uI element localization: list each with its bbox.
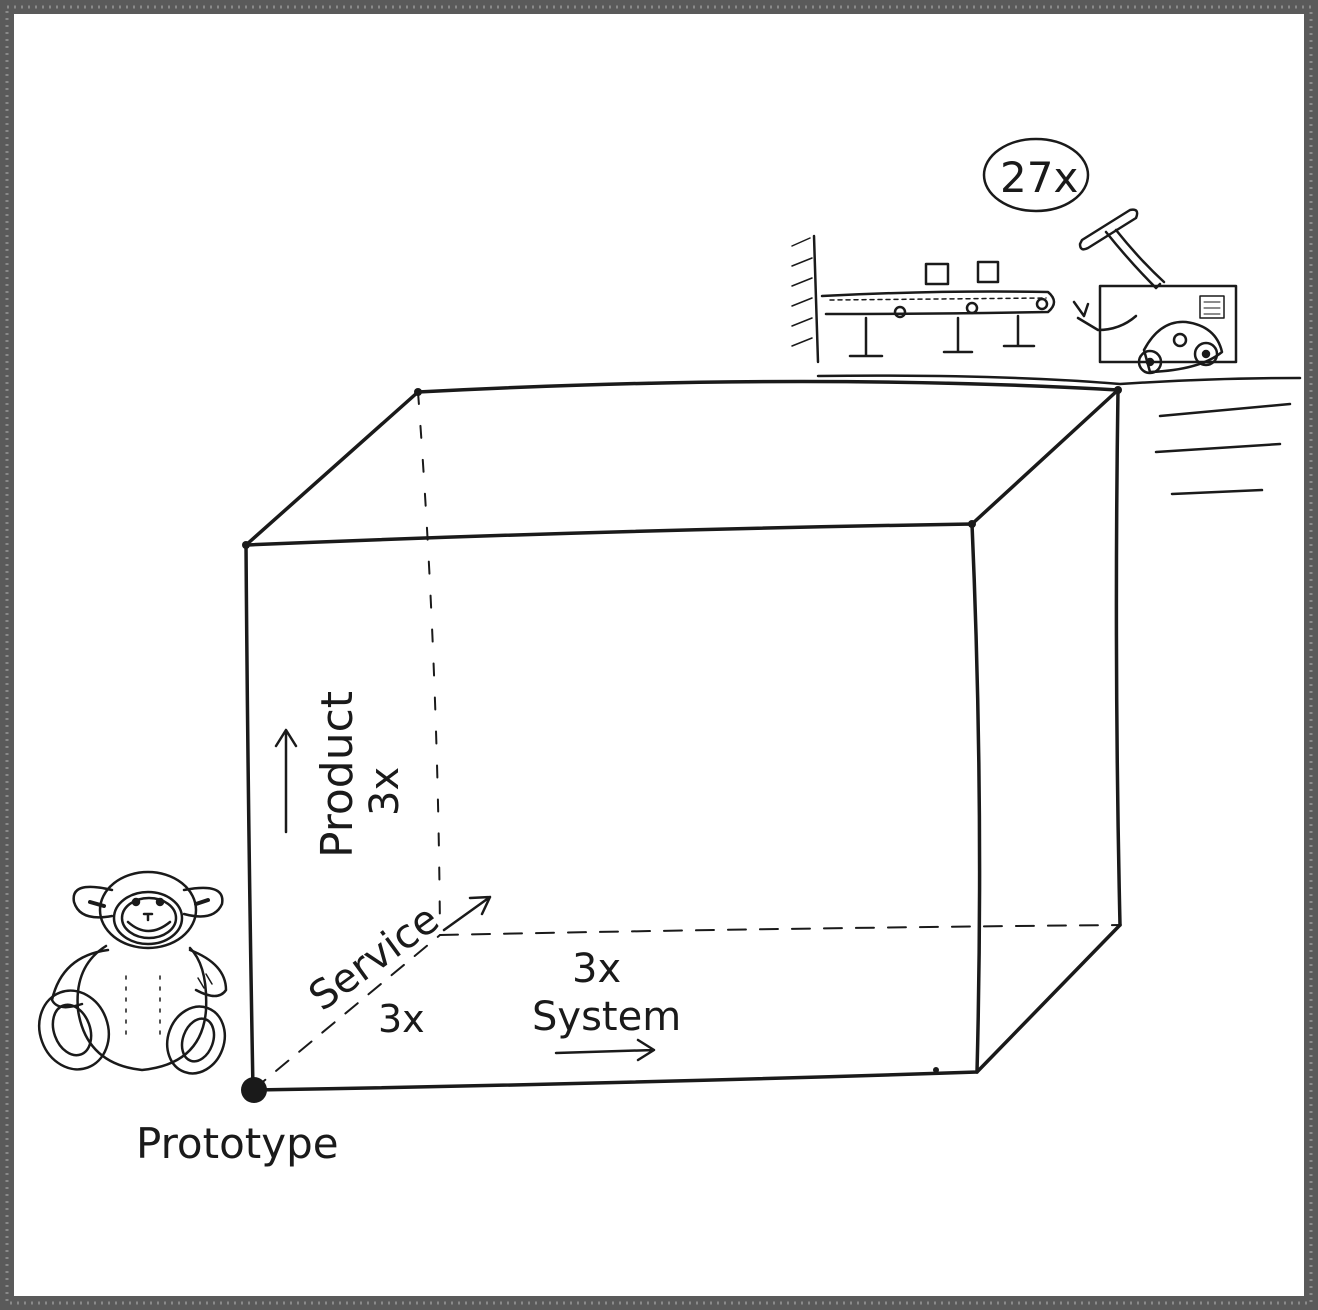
cube-hidden-bottom-edge [439, 924, 1121, 936]
cube-top-left-edge [244, 390, 420, 547]
system-axis-arrow [554, 1038, 656, 1062]
service-multiplier-label: 3x [378, 997, 425, 1041]
service-axis-arrow [442, 895, 492, 932]
cube-right-back-edge [1114, 388, 1122, 927]
axis-arrows [274, 728, 656, 1062]
cube-hidden-vertical-edge [417, 391, 441, 936]
teddy-bear-icon [37, 870, 228, 1075]
robot-arm-icon [1072, 208, 1166, 332]
cube-top-right-edge [970, 388, 1120, 526]
cube-top-back-edge [416, 379, 1120, 394]
product-label: Product [312, 691, 363, 858]
product-axis-arrow [274, 728, 298, 834]
cube-right-bottom-edge [975, 923, 1122, 1074]
cube-hidden-depth-edge [252, 934, 441, 1091]
corner-dot [933, 1067, 939, 1073]
factory-floor [816, 374, 1302, 496]
total-multiplier-label: 27x [1000, 153, 1078, 202]
total-multiplier-bubble: 27x [982, 137, 1090, 213]
system-multiplier-label: 3x [572, 946, 621, 992]
corner-dot [414, 388, 422, 396]
prototype-label: Prototype [136, 1119, 339, 1168]
bubble-outline [982, 137, 1090, 213]
corner-dot [242, 541, 250, 549]
system-label: System [532, 994, 681, 1040]
factory-assembly-line-icon [791, 234, 1056, 364]
forklift-icon [1098, 284, 1238, 375]
scaling-cube [241, 379, 1122, 1103]
product-multiplier-label: 3x [362, 767, 408, 816]
corner-dot [1114, 386, 1122, 394]
corner-dot [968, 520, 976, 528]
prototype-origin-point [241, 1077, 267, 1103]
